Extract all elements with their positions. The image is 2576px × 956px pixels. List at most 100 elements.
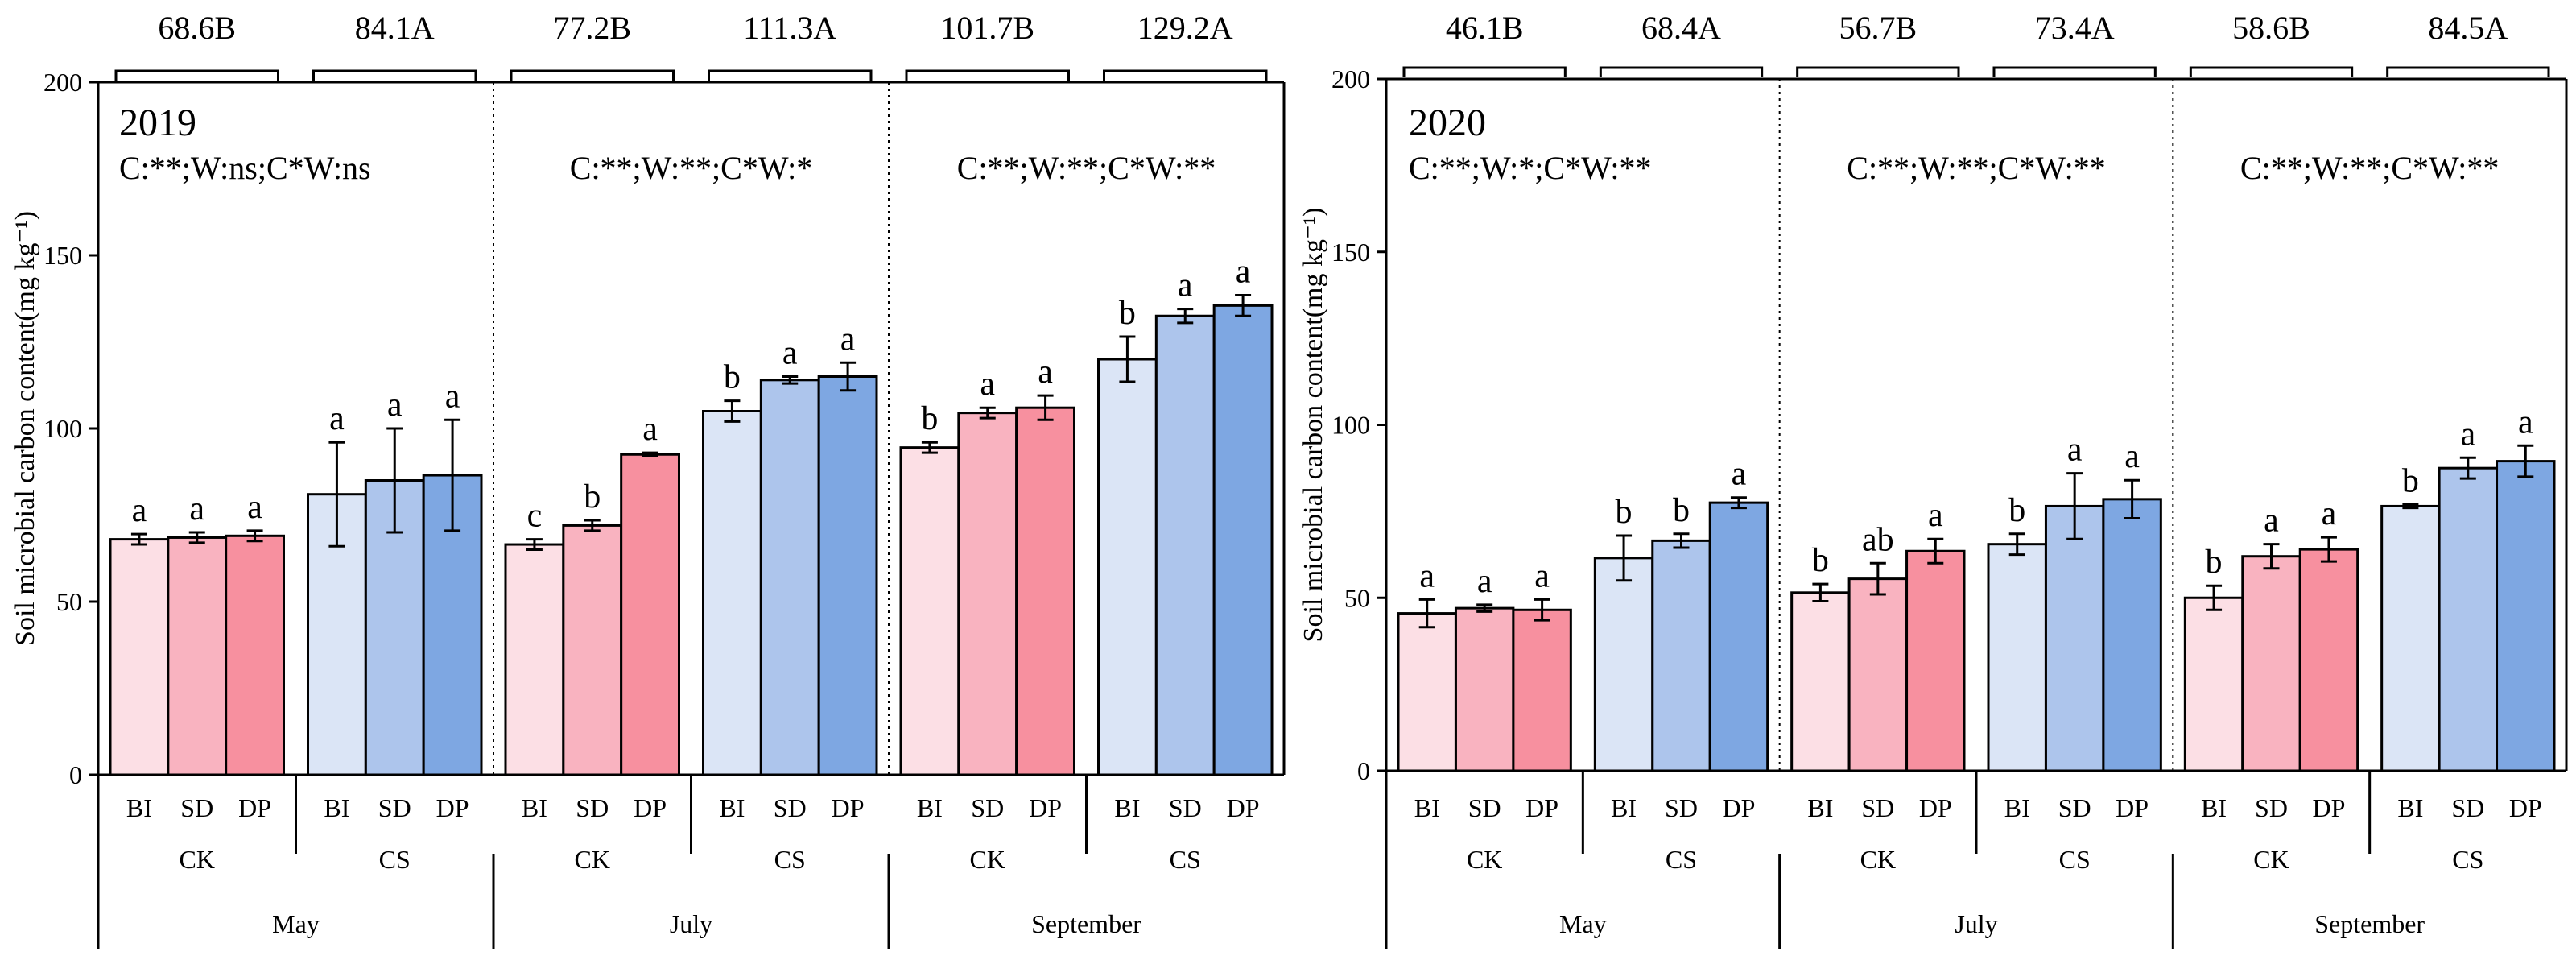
subgroup-label: CK	[180, 845, 215, 874]
significance-letter: a	[1928, 497, 1943, 534]
significance-letter: a	[387, 387, 402, 424]
bar	[1154, 314, 1216, 776]
x-tick-label: SD	[971, 793, 1004, 822]
x-tick-label: BI	[324, 793, 349, 822]
bar	[225, 534, 285, 776]
significance-letter: a	[132, 492, 147, 529]
bar-group: a	[2438, 416, 2499, 772]
group-mean-label: 129.2A	[1137, 10, 1233, 46]
x-tick-label: BI	[2397, 793, 2423, 822]
significance-letter: a	[1038, 354, 1053, 391]
bar	[1905, 549, 1966, 772]
x-tick-label: SD	[2255, 793, 2288, 822]
significance-letter: a	[642, 411, 658, 448]
bar-group: b	[562, 478, 623, 776]
bar-group: a	[109, 492, 170, 776]
bar	[1708, 501, 1769, 772]
x-tick-label: SD	[1169, 793, 1202, 822]
subgroup-label: CS	[1170, 845, 1201, 874]
bar	[1512, 608, 1572, 772]
y-tick-label: 150	[43, 241, 82, 270]
x-tick-label: BI	[917, 793, 943, 822]
significance-letter: b	[1616, 494, 1633, 531]
year-label: 2019	[119, 101, 196, 144]
significance-letter: a	[1236, 253, 1251, 290]
bar-group: a	[1154, 267, 1216, 776]
bar-group: b	[899, 400, 960, 776]
x-category-axis: May CK BI SD DP CS BI SD DP July CK BI SD DP CS BI SD DP S…	[97, 775, 1260, 949]
chart-panel-2020: 0 50 100 150 200 Soil microbial carbon conten…	[1298, 10, 2568, 949]
month-group-may: C:**;W:ns;C*W:ns 68.6B a a a 84.1A a a a	[109, 10, 483, 776]
x-tick-label: DP	[832, 793, 865, 822]
x-tick-label: BI	[1611, 793, 1637, 822]
bar-group: a	[2496, 404, 2556, 772]
x-tick-label: SD	[180, 793, 213, 822]
bar	[504, 543, 565, 776]
y-tick-label: 200	[1331, 64, 1370, 93]
group-mean-label: 84.1A	[355, 10, 435, 46]
bar-group: a	[1454, 563, 1515, 772]
x-tick-label: DP	[1029, 793, 1062, 822]
bar-group: a	[2298, 495, 2359, 772]
bar	[899, 446, 960, 776]
y-tick-label: 100	[43, 414, 82, 443]
bar	[1593, 557, 1654, 772]
year-label: 2020	[1409, 101, 1486, 144]
x-tick-label: DP	[1722, 793, 1755, 822]
group-mean-label: 58.6B	[2232, 10, 2310, 46]
bar-group: b	[1593, 494, 1654, 772]
subgroup-label: CS	[1666, 845, 1697, 874]
significance-letter: a	[329, 400, 345, 437]
bar	[1212, 304, 1274, 776]
bar	[2241, 555, 2301, 772]
bar	[2044, 504, 2105, 772]
x-tick-label: SD	[1665, 793, 1698, 822]
bar-group: b	[1651, 492, 1711, 772]
x-tick-label: SD	[378, 793, 411, 822]
bar-group: b	[1097, 295, 1158, 776]
bar-group: a	[1708, 456, 1769, 772]
bar-group: b	[702, 359, 762, 776]
significance-stats: C:**;W:**;C*W:**	[1847, 150, 2105, 186]
bar-group: a	[1015, 354, 1075, 776]
bar-group: a	[422, 378, 483, 776]
mean-bracket	[510, 69, 675, 81]
x-tick-label: BI	[1414, 793, 1440, 822]
bar-group: a	[307, 400, 367, 776]
x-tick-label: SD	[1468, 793, 1501, 822]
bar-group: a	[2241, 503, 2301, 772]
bar-group: a	[1512, 557, 1572, 772]
bar	[1987, 543, 2047, 772]
significance-letter: b	[1673, 492, 1690, 529]
y-tick-label: 0	[69, 760, 82, 789]
month-label: May	[1559, 909, 1607, 938]
month-label: July	[670, 909, 712, 938]
bar	[620, 453, 681, 776]
subgroup-label: CK	[1467, 845, 1502, 874]
bar	[2438, 466, 2499, 772]
significance-letter: a	[1178, 267, 1193, 304]
bar-group: a	[1905, 497, 1966, 772]
significance-letter: b	[921, 400, 938, 437]
x-tick-label: SD	[1861, 793, 1894, 822]
subgroup-label: CK	[1860, 845, 1896, 874]
bar	[167, 536, 228, 776]
y-axis-label: Soil microbial carbon content(mg kg⁻¹)	[1298, 208, 1328, 643]
bar-group: a	[957, 366, 1018, 776]
group-mean-label: 56.7B	[1839, 10, 1917, 46]
bar	[2183, 596, 2244, 772]
mean-bracket	[312, 69, 477, 81]
bar-group: a	[167, 490, 228, 776]
significance-letter: c	[527, 498, 543, 535]
group-mean-label: 84.5A	[2428, 10, 2508, 46]
significance-letter: a	[2067, 432, 2083, 469]
subgroup-label: CK	[2253, 845, 2289, 874]
significance-letter: a	[189, 490, 204, 528]
significance-stats: C:**;W:ns;C*W:ns	[119, 150, 371, 186]
bar-group: a	[817, 321, 878, 776]
bar	[1454, 606, 1515, 772]
bar	[1847, 577, 1909, 772]
month-label: July	[1955, 909, 1997, 938]
